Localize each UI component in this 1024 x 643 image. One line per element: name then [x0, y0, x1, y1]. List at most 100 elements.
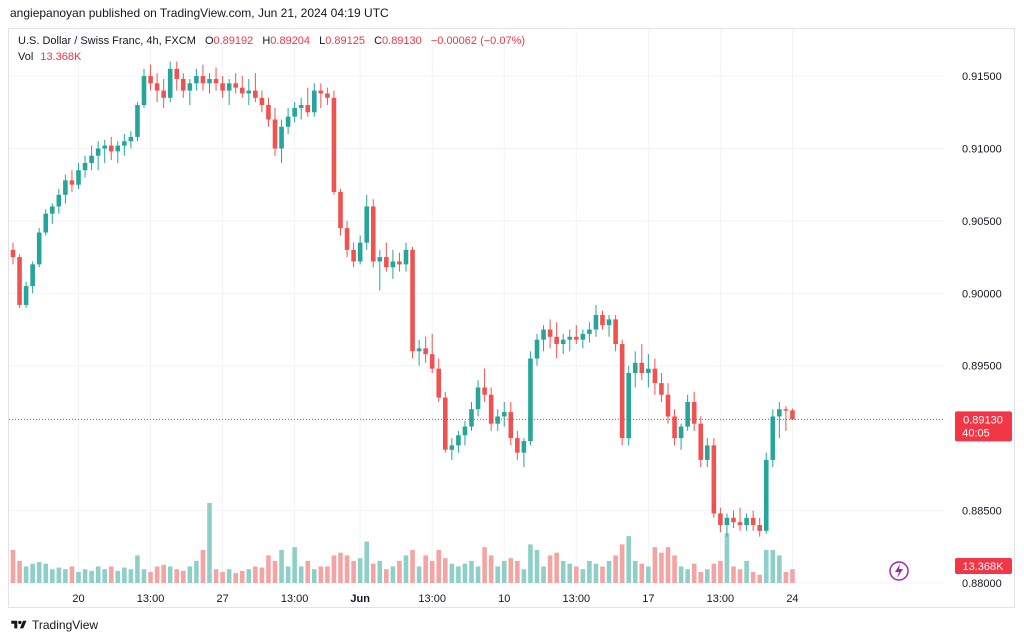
candle-body: [521, 441, 527, 453]
candle-body: [148, 76, 153, 84]
volume-bar: [213, 569, 219, 583]
volume-bar: [429, 560, 435, 583]
candle-body: [449, 445, 455, 450]
candle-body: [659, 383, 664, 395]
candle-body: [718, 513, 723, 526]
volume-bar: [384, 569, 389, 583]
candle-body: [305, 105, 311, 113]
candle-body: [17, 257, 22, 305]
volume-bar: [763, 549, 769, 583]
candle-body: [737, 522, 743, 526]
volume-bar: [705, 569, 710, 583]
candle-body: [763, 459, 769, 531]
change-value: −0.00062 (−0.07%): [430, 35, 526, 47]
volume-bar: [128, 569, 134, 583]
candle-body: [23, 286, 29, 305]
candle-body: [56, 194, 62, 207]
candle-body: [220, 83, 225, 91]
volume-bar: [357, 558, 363, 583]
volume-bar: [187, 566, 193, 583]
x-tick-label: 13:00: [563, 593, 591, 605]
volume-bar: [233, 573, 238, 583]
volume-bar: [737, 569, 743, 583]
symbol-label[interactable]: U.S. Dollar / Swiss Franc, 4h, FXCM: [18, 35, 196, 47]
y-tick-label: 0.88000: [962, 578, 1002, 590]
volume-bar: [672, 555, 677, 583]
candle-body: [665, 394, 671, 417]
volume-bar: [266, 555, 271, 583]
volume-bar: [95, 566, 101, 583]
candle-body: [488, 394, 494, 424]
candle-body: [698, 423, 704, 460]
x-tick-label: 13:00: [137, 593, 165, 605]
volume-bar: [587, 560, 592, 583]
volume-bar: [239, 570, 245, 583]
volume-bar: [724, 533, 730, 583]
candle-body: [154, 83, 160, 91]
volume-bar: [207, 503, 212, 583]
candle-body: [338, 191, 343, 229]
candle-body: [456, 435, 461, 446]
volume-bar: [279, 549, 284, 583]
y-tick-label: 0.90000: [962, 288, 1002, 300]
candle-body: [384, 257, 389, 268]
volume-bar: [226, 569, 232, 583]
candle-body: [705, 445, 710, 460]
candle-body: [253, 90, 258, 98]
candle-body: [285, 116, 291, 127]
volume-bar: [253, 566, 258, 583]
candle-body: [691, 401, 697, 424]
volume-bar: [154, 566, 160, 583]
volume-bar: [259, 567, 265, 583]
candle-body: [377, 257, 383, 262]
volume-bar: [246, 569, 252, 583]
candle-body: [731, 517, 736, 523]
candle-body: [475, 387, 481, 410]
tradingview-logo-icon: [11, 620, 27, 629]
candle-body: [259, 97, 265, 106]
candle-body: [370, 206, 376, 262]
volume-bar: [370, 563, 376, 583]
candle-body: [122, 141, 127, 146]
volume-bar: [50, 569, 55, 583]
candle-body: [239, 87, 245, 94]
volume-bar: [305, 560, 311, 583]
publisher-line: angiepanoyan published on TradingView.co…: [10, 6, 389, 20]
candle-body: [397, 261, 402, 265]
candle-body: [534, 339, 540, 359]
candle-body: [593, 315, 599, 330]
x-tick-label: 13:00: [281, 593, 309, 605]
candle-body: [495, 416, 500, 424]
candle-body: [161, 90, 166, 98]
volume-bar: [750, 571, 756, 583]
volume-bar: [181, 570, 186, 583]
volume-bar: [659, 552, 664, 583]
volume-bar: [770, 549, 776, 583]
high-label: H: [262, 35, 271, 47]
volume-bar: [148, 571, 153, 583]
volume-bar: [488, 555, 494, 583]
volume-bar: [731, 566, 736, 583]
volume-bar: [613, 555, 618, 583]
candle-body: [423, 348, 428, 355]
volume-bar: [574, 566, 579, 583]
volume-bar: [351, 560, 356, 583]
volume-bar: [403, 555, 409, 583]
volume-bar: [646, 566, 651, 583]
x-tick-label: 17: [642, 593, 654, 605]
candle-body: [554, 336, 559, 345]
x-tick-label: 10: [498, 593, 510, 605]
volume-bar: [757, 574, 762, 583]
volume-bar: [443, 558, 448, 583]
volume-bar: [783, 571, 789, 583]
candle-body: [194, 76, 199, 84]
candle-body: [757, 525, 762, 531]
x-tick-label: 24: [786, 593, 798, 605]
candle-body: [646, 368, 651, 373]
candle-body: [560, 339, 566, 345]
volume-bar: [593, 563, 599, 583]
candle-body: [619, 344, 625, 439]
volume-bar: [220, 571, 225, 583]
y-tick-label: 0.91000: [962, 143, 1002, 155]
